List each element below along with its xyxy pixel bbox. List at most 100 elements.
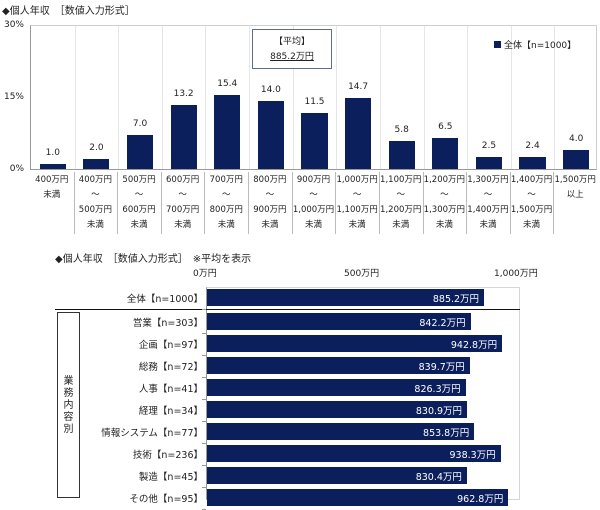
grid-line xyxy=(74,26,76,169)
category-separator xyxy=(204,172,206,234)
horizontal-bar: 826.3万円 xyxy=(207,379,466,396)
axis-tick xyxy=(202,355,206,356)
bar-value-label: 885.2万円 xyxy=(432,294,480,305)
x-tick-1000: 1,000万円 xyxy=(494,269,538,279)
legend: 全体【n=1000】 xyxy=(494,38,576,51)
y-tick-15: 15% xyxy=(3,92,24,102)
horizontal-bar: 885.2万円 xyxy=(207,289,485,306)
bottom-chart-title: ◆個人年収 ［数値入力形式］ ※平均を表示 xyxy=(55,254,252,265)
grid-line xyxy=(379,26,381,169)
category-separator xyxy=(466,172,468,234)
bar-value-label: 826.3万円 xyxy=(414,384,461,395)
bar-value-label: 15.4 xyxy=(217,78,238,89)
bar-value-label: 842.2万円 xyxy=(419,318,466,329)
x-category-label: 400万円 未満 xyxy=(35,175,69,200)
top-plot-area: 1.0 2.0 7.0 13.2 15.4 14.0 11.5 14.7 5.8 6.5 2.5 2.… xyxy=(30,25,597,170)
grid-line xyxy=(161,26,163,169)
bar xyxy=(83,159,110,169)
horizontal-bar: 830.4万円 xyxy=(207,467,467,484)
bar xyxy=(257,101,284,169)
legend-label: 全体【n=1000】 xyxy=(504,41,577,51)
bar-value-label: 830.4万円 xyxy=(415,472,462,483)
bar-value-label: 1.0 xyxy=(45,148,60,159)
x-category-label: 600万円 ～ 700万円 未満 xyxy=(166,175,200,230)
top-chart-title: ◆個人年収 ［数値入力形式］ xyxy=(2,6,135,17)
category-separator xyxy=(335,172,337,234)
x-category-label: 700万円 ～ 800万円 未満 xyxy=(209,175,243,230)
x-category-label: 800万円 ～ 900万円 未満 xyxy=(253,175,287,230)
bar-value-label: 962.8万円 xyxy=(457,494,504,505)
total-separator-line xyxy=(55,309,520,310)
horizontal-bar: 842.2万円 xyxy=(207,313,471,330)
x-category-label: 1,200万円 ～ 1,300万円 未満 xyxy=(423,175,466,230)
grid-line xyxy=(249,26,251,169)
x-category-label: 900万円 ～ 1,000万円 未満 xyxy=(292,175,335,230)
bar-value-label: 14.7 xyxy=(348,81,369,92)
bar-value-label: 2.4 xyxy=(525,141,540,152)
x-category-label: 1,500万円 以上 xyxy=(554,175,596,200)
row-label: 全体【n=1000】 xyxy=(126,294,203,305)
bar xyxy=(214,94,241,169)
x-category-label: 500万円 ～ 600万円 未満 xyxy=(122,175,156,230)
axis-tick xyxy=(202,377,206,378)
axis-tick xyxy=(202,399,206,400)
row-label: 企画【n=97】 xyxy=(138,340,203,351)
axis-tick xyxy=(202,309,206,310)
bar xyxy=(126,135,154,169)
category-separator xyxy=(509,172,511,234)
bar xyxy=(39,164,66,169)
axis-tick xyxy=(202,421,206,422)
bar-value-label: 938.3万円 xyxy=(449,450,496,461)
x-category-label: 1,100万円 ～ 1,200万円 未満 xyxy=(380,175,422,230)
category-separator xyxy=(117,172,119,234)
bar xyxy=(475,156,503,169)
category-separator xyxy=(378,172,380,234)
x-category-label: 400万円 ～ 500万円 未満 xyxy=(78,175,113,230)
bar xyxy=(170,105,197,169)
row-label: 総務【n=72】 xyxy=(138,362,203,373)
group-label: 業務内容別 xyxy=(63,376,74,435)
axis-tick xyxy=(202,487,206,488)
bar xyxy=(388,140,415,169)
bar xyxy=(519,157,546,169)
bar-value-label: 2.5 xyxy=(481,140,497,151)
grid-line xyxy=(292,26,294,169)
row-label: 製造【n=45】 xyxy=(138,472,203,483)
category-separator xyxy=(73,172,75,234)
bar-value-label: 5.8 xyxy=(394,124,409,135)
grid-line xyxy=(510,26,512,169)
axis-tick xyxy=(202,333,206,334)
row-label: その他【n=95】 xyxy=(129,494,203,505)
horizontal-bar: 839.7万円 xyxy=(207,357,470,374)
average-label: 【平均】 xyxy=(273,37,310,47)
category-separator xyxy=(422,172,424,234)
grid-line xyxy=(423,26,425,169)
bar-value-label: 839.7万円 xyxy=(418,362,465,373)
horizontal-bar: 942.8万円 xyxy=(207,335,503,352)
group-label-box xyxy=(57,312,80,498)
horizontal-bar: 938.3万円 xyxy=(207,445,501,462)
row-label: 営業【n=303】 xyxy=(132,318,203,329)
bar-value-label: 13.2 xyxy=(173,89,194,100)
bar-value-label: 14.0 xyxy=(260,85,281,96)
y-tick-30: 30% xyxy=(3,20,24,30)
axis-tick xyxy=(202,465,206,466)
row-label: 技術【n=236】 xyxy=(132,450,203,461)
horizontal-bar: 853.8万円 xyxy=(207,423,475,440)
axis-tick xyxy=(202,443,206,444)
grid-line xyxy=(554,26,556,169)
bar-value-label: 11.5 xyxy=(304,97,325,108)
x-category-label: 1,000万円 ～ 1,100万円 未満 xyxy=(336,175,378,230)
x-category-label: 1,300万円 ～ 1,400万円 未満 xyxy=(467,175,509,230)
legend-swatch xyxy=(494,41,501,48)
category-separator xyxy=(553,172,555,234)
average-annotation: 【平均】 885.2万円 xyxy=(252,29,332,69)
bar-value-label: 4.0 xyxy=(569,133,584,144)
bar-value-label: 2.0 xyxy=(89,143,104,154)
x-tick-500: 500万円 xyxy=(344,269,380,279)
grid-line xyxy=(205,26,207,169)
row-label: 情報システム【n=77】 xyxy=(101,428,203,439)
x-category-label: 1,400万円 ～ 1,500万円 未満 xyxy=(510,175,553,230)
bar xyxy=(301,113,328,169)
bar xyxy=(345,97,372,169)
